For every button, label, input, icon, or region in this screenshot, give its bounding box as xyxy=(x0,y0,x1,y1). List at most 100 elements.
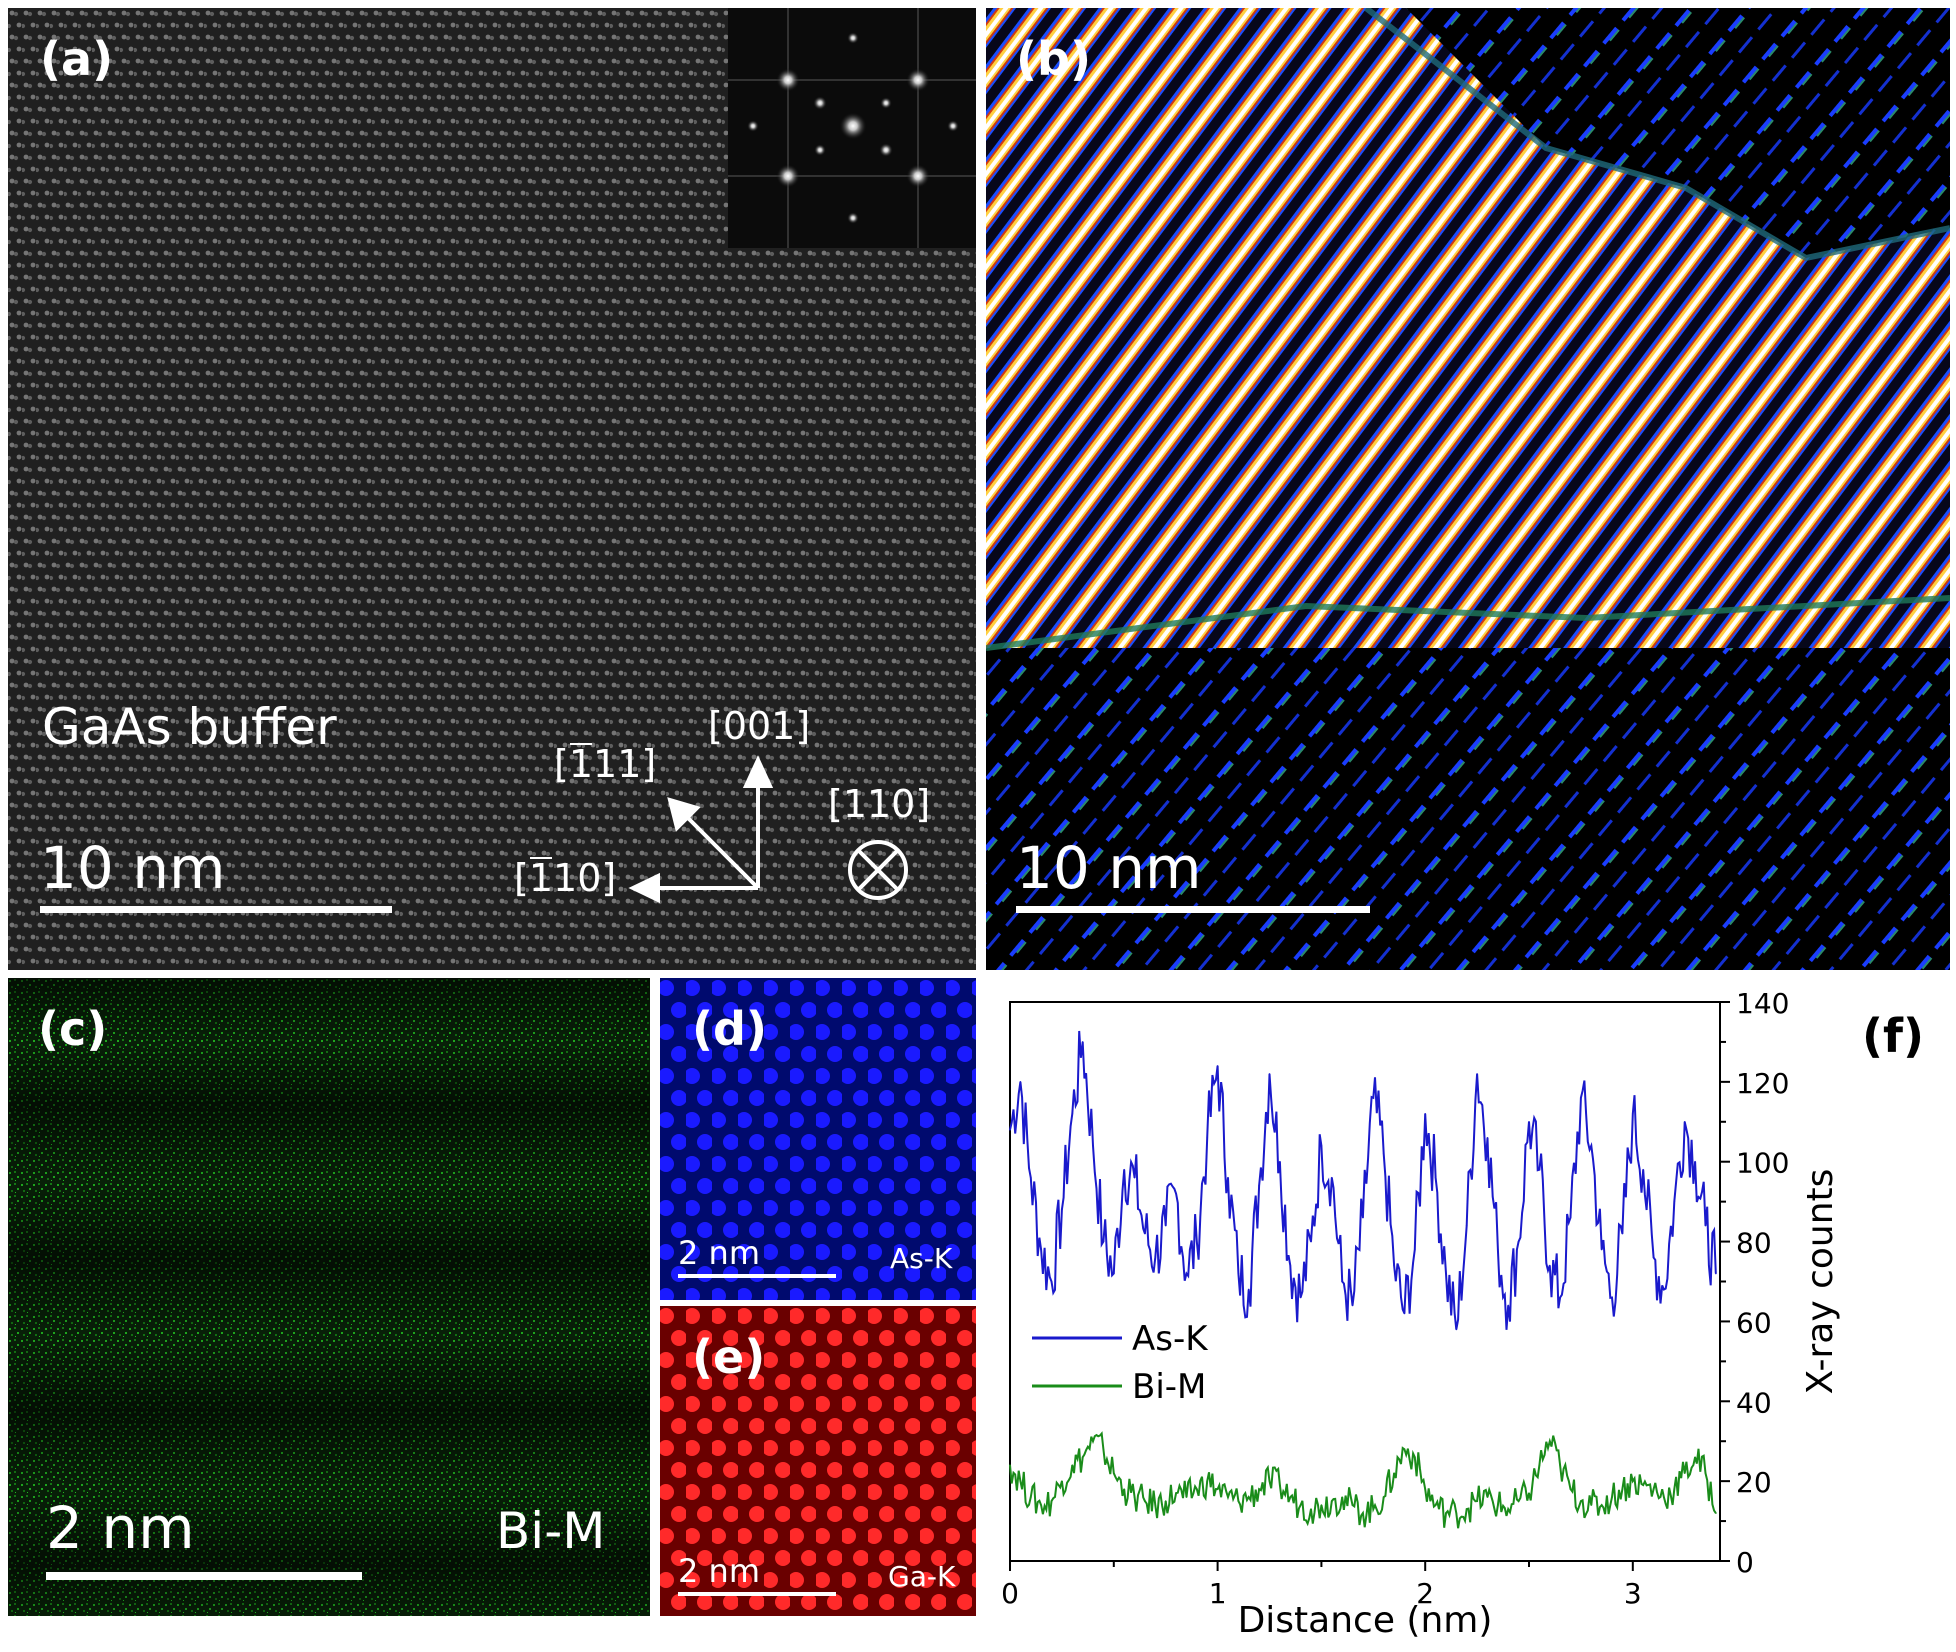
data-point xyxy=(1507,1304,1510,1307)
data-point xyxy=(1341,1280,1343,1283)
data-point xyxy=(1642,1484,1644,1486)
data-point xyxy=(1247,1288,1250,1291)
data-point xyxy=(1683,1472,1686,1474)
data-point xyxy=(1029,1496,1032,1498)
data-point xyxy=(1185,1272,1188,1275)
data-point xyxy=(1569,1488,1572,1490)
data-point xyxy=(1330,1500,1333,1502)
data-point xyxy=(1538,1464,1541,1466)
y-tick-label: 80 xyxy=(1736,1227,1772,1260)
data-point xyxy=(1206,1480,1209,1482)
data-point xyxy=(1642,1168,1644,1171)
data-point xyxy=(1715,1272,1717,1275)
data-point xyxy=(1330,1176,1333,1179)
data-point xyxy=(1414,1456,1416,1458)
bi-m-eds-map xyxy=(8,978,650,1616)
series-lines xyxy=(1009,1030,1717,1529)
data-point xyxy=(1133,1176,1136,1179)
data-point xyxy=(1548,1264,1551,1267)
data-point xyxy=(1081,1456,1084,1458)
data-point xyxy=(1279,1484,1281,1486)
data-point xyxy=(1341,1496,1343,1498)
data-point xyxy=(1652,1488,1655,1490)
data-point xyxy=(1424,1488,1427,1490)
scale-bar-e xyxy=(678,1592,836,1596)
scale-bar-d xyxy=(678,1274,836,1278)
y-tick-label: 40 xyxy=(1736,1386,1772,1419)
data-point xyxy=(1247,1496,1250,1498)
data-point xyxy=(1476,1073,1478,1075)
panel-b-strain-map: (b) 10 nm xyxy=(986,8,1950,970)
direction-001-label: [001] xyxy=(708,704,811,748)
data-point xyxy=(1351,1304,1354,1307)
data-point xyxy=(1704,1472,1707,1474)
data-point xyxy=(1029,1176,1032,1179)
data-point xyxy=(1559,1464,1561,1466)
data-point xyxy=(1310,1240,1312,1243)
haadf-lattice-image xyxy=(8,8,976,970)
data-point xyxy=(1424,1113,1427,1115)
panel-c-bi-map: (c) 2 nm Bi-M xyxy=(8,978,650,1616)
data-point xyxy=(1445,1512,1447,1514)
data-point xyxy=(1362,1512,1364,1514)
data-point xyxy=(1175,1492,1177,1494)
data-point xyxy=(1694,1160,1696,1163)
panel-a-haadf-image: (a) GaAs buffer 10 nm [111] [001] [110] … xyxy=(8,8,976,970)
data-point xyxy=(1580,1500,1582,1502)
data-point xyxy=(1092,1440,1094,1443)
data-point xyxy=(1216,1488,1219,1490)
data-point xyxy=(1704,1224,1707,1227)
x-tick-label: 3 xyxy=(1624,1577,1642,1610)
y-tick-label: 120 xyxy=(1736,1067,1789,1100)
data-point xyxy=(1258,1488,1260,1490)
scale-bar-label-b: 10 nm xyxy=(1016,834,1202,902)
data-point xyxy=(1289,1264,1292,1267)
data-point xyxy=(1445,1272,1447,1275)
data-point xyxy=(1580,1097,1582,1099)
data-point xyxy=(1486,1136,1489,1139)
data-point xyxy=(1019,1081,1022,1083)
element-label-bi-m: Bi-M xyxy=(496,1502,606,1560)
y-axis-label: X-ray counts xyxy=(1800,1169,1841,1395)
crystal-direction-arrows xyxy=(628,755,774,904)
data-point xyxy=(1455,1512,1458,1514)
scale-bar-label-e: 2 nm xyxy=(678,1552,760,1590)
data-point xyxy=(1206,1136,1209,1139)
data-point xyxy=(1227,1496,1229,1498)
zone-axis-icon xyxy=(848,840,908,900)
data-point xyxy=(1673,1200,1676,1203)
data-point xyxy=(1507,1508,1510,1510)
data-point xyxy=(1590,1504,1593,1506)
data-point xyxy=(1279,1160,1281,1163)
data-point xyxy=(1227,1176,1229,1179)
data-point xyxy=(1310,1508,1312,1510)
strain-fringe-map xyxy=(986,8,1950,970)
data-point xyxy=(1632,1113,1634,1115)
ga-k-eds-map xyxy=(660,1306,976,1616)
data-point xyxy=(1258,1184,1260,1187)
element-label-ga-k: Ga-K xyxy=(888,1560,956,1593)
data-point xyxy=(1538,1168,1541,1171)
data-point xyxy=(1528,1120,1530,1123)
data-point xyxy=(1102,1240,1105,1243)
data-point xyxy=(1299,1296,1302,1299)
data-point xyxy=(1694,1456,1696,1458)
legend: As-K Bi-M xyxy=(1032,1319,1209,1407)
data-point xyxy=(1486,1496,1489,1498)
legend-label: Bi-M xyxy=(1132,1367,1206,1407)
data-point xyxy=(1403,1312,1406,1315)
data-point xyxy=(1652,1256,1655,1259)
y-tick-label: 140 xyxy=(1736,987,1789,1020)
data-point xyxy=(1164,1224,1167,1227)
scale-bar-label-c: 2 nm xyxy=(46,1494,195,1562)
as-k-eds-map xyxy=(660,978,976,1300)
data-point xyxy=(1455,1328,1458,1331)
data-point xyxy=(1237,1272,1240,1275)
data-point xyxy=(1196,1488,1198,1490)
data-point xyxy=(1382,1152,1385,1155)
data-point xyxy=(1320,1504,1323,1506)
y-axis-ticks: 0 20 40 60 80 100 120 140 xyxy=(1720,987,1789,1579)
data-point xyxy=(1465,1224,1468,1227)
panel-d-label: (d) xyxy=(692,1002,767,1056)
data-point xyxy=(1237,1500,1240,1502)
